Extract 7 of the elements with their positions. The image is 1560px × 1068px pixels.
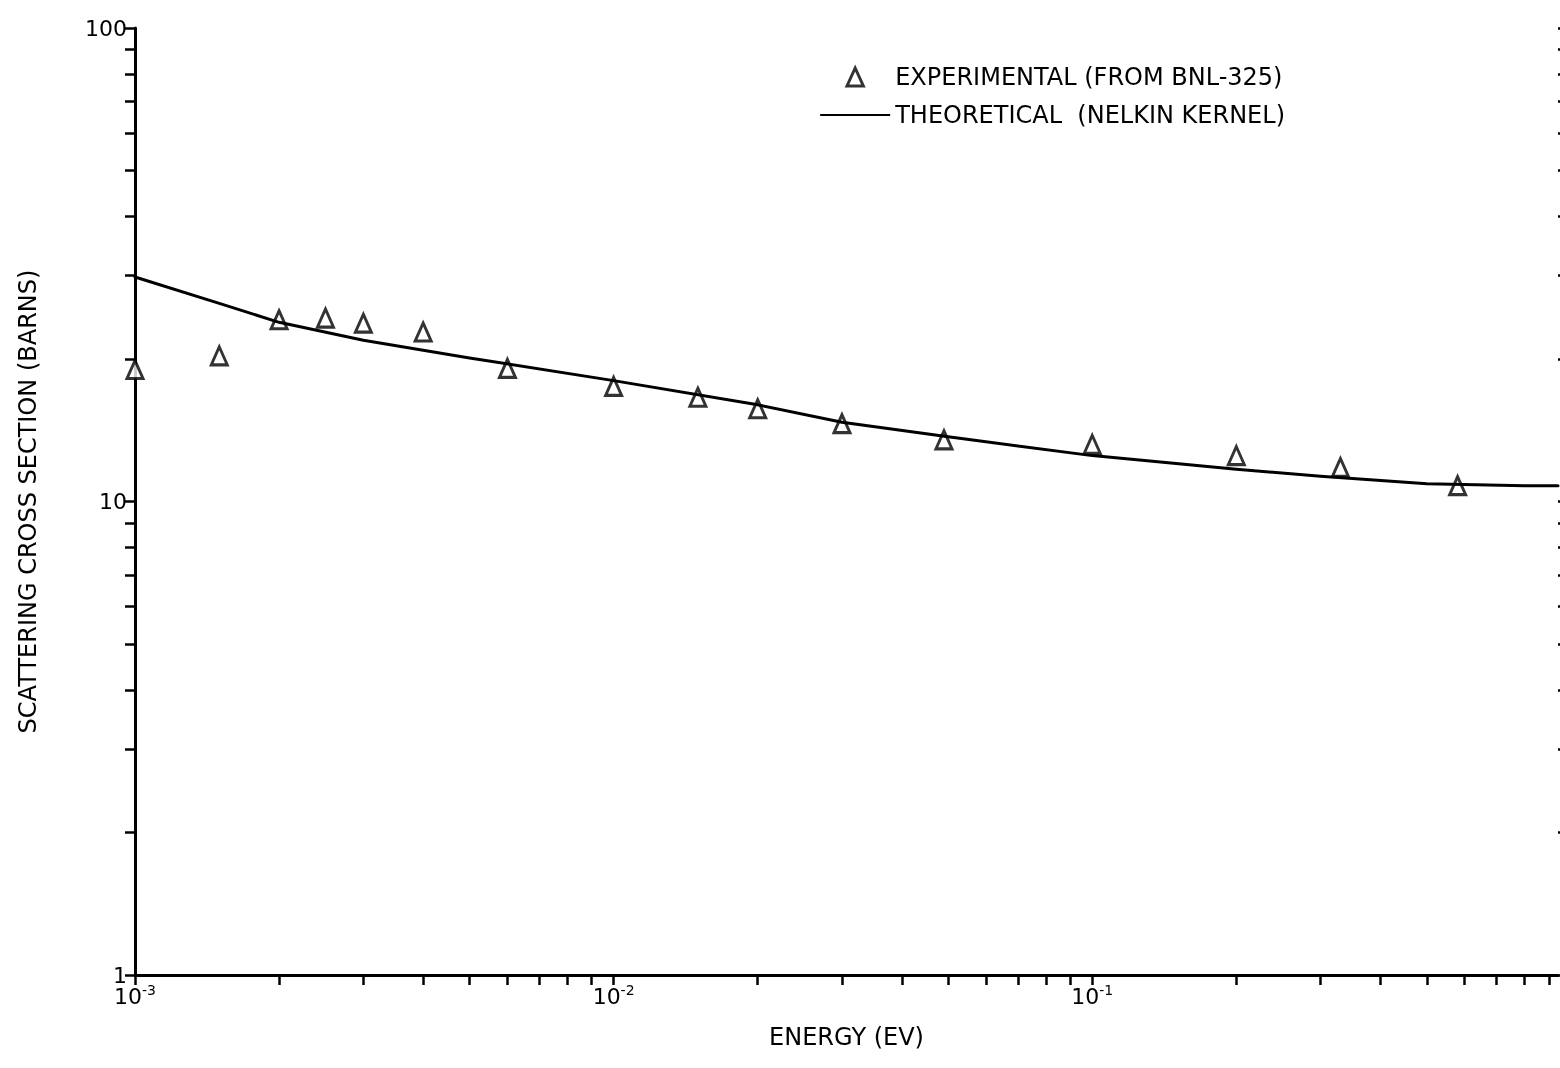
y-axis-title: SCATTERING CROSS SECTION (BARNS) [14,269,42,734]
y-tick-label: 10 [99,489,127,514]
y-tick-label: 1 [113,962,127,988]
legend-label: EXPERIMENTAL (FROM BNL-325) [895,63,1283,91]
x-axis-title: ENERGY (EV) [769,1023,924,1051]
y-tick-label: 100 [85,15,127,41]
legend-label: THEORETICAL (NELKIN KERNEL) [894,101,1285,129]
